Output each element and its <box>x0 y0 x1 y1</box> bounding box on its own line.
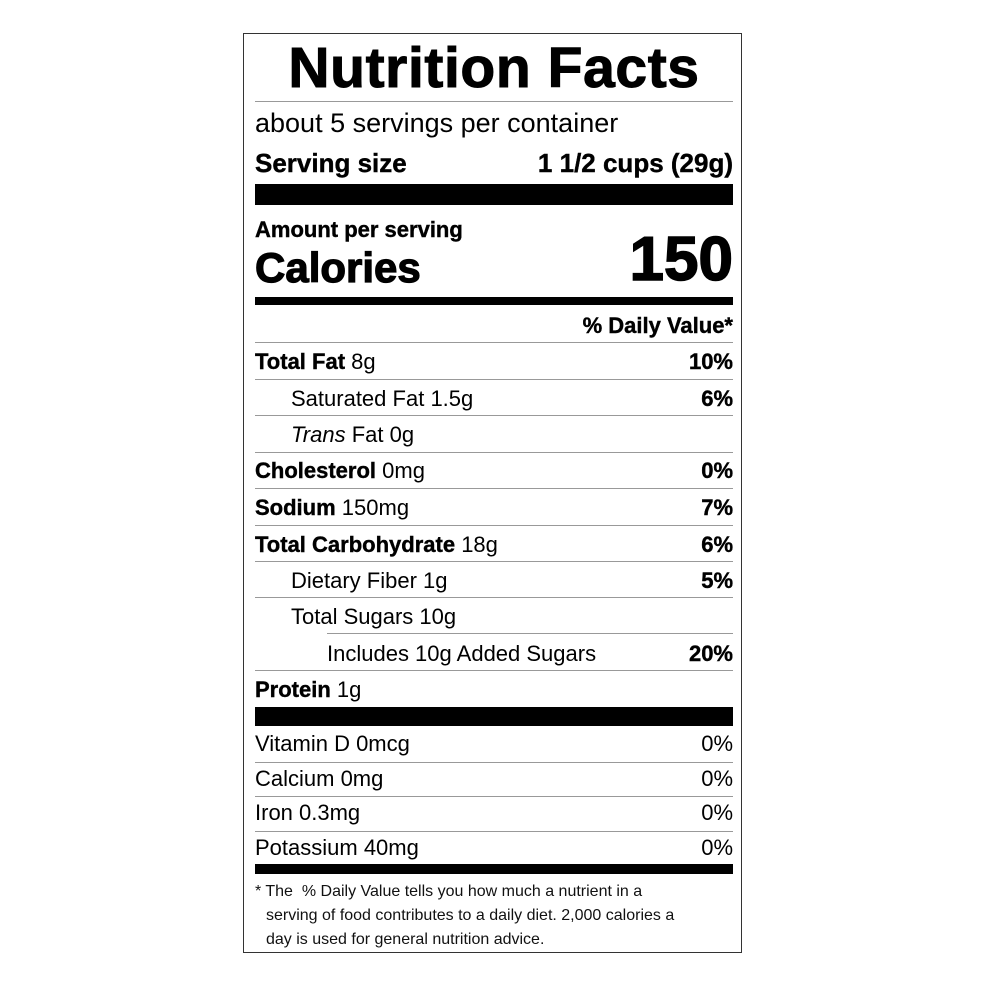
servings-text: about 5 servings per container <box>255 107 619 138</box>
daily-value-header: % Daily Value* <box>255 308 733 344</box>
vitamin-name: Potassium 40mg <box>255 835 419 860</box>
serving-size-row: Serving size 1 1/2 cups (29g) <box>255 145 733 181</box>
medium-divider <box>255 297 733 305</box>
nutrient-dv: 10% <box>688 349 733 374</box>
calories-value: 150 <box>629 224 734 295</box>
nutrient-row-cholesterol: Cholesterol 0mg 0% <box>255 453 733 489</box>
vitamin-row: Potassium 40mg 0% <box>255 830 733 866</box>
nutrient-name: Sodium <box>255 495 336 520</box>
divider <box>255 796 733 797</box>
vitamin-dv: 0% <box>701 731 733 756</box>
vitamin-dv: 0% <box>701 800 733 825</box>
divider <box>255 101 733 102</box>
vitamin-row: Iron 0.3mg 0% <box>255 795 733 831</box>
nutrient-amount: 8g <box>351 349 376 374</box>
footnote-line: day is used for general nutrition advice… <box>266 931 545 948</box>
nutrient-dv: 6% <box>701 532 733 557</box>
vitamin-row: Vitamin D 0mcg 0% <box>255 726 733 762</box>
medium-divider <box>255 864 733 874</box>
divider <box>255 525 733 526</box>
vitamin-dv: 0% <box>701 835 733 860</box>
nutrient-name: Trans <box>291 422 346 447</box>
nutrient-name: Saturated Fat <box>291 386 425 411</box>
vitamin-name: Calcium 0mg <box>255 766 384 791</box>
nutrient-dv: 0% <box>701 458 733 483</box>
divider <box>255 561 733 562</box>
serving-size-value: 1 1/2 cups (29g) <box>537 147 733 178</box>
nutrient-amount: 0mg <box>382 458 425 483</box>
footnote: * The % Daily Value tells you how much a… <box>255 880 731 952</box>
nutrient-dv: 6% <box>701 386 733 411</box>
thick-divider <box>255 184 733 205</box>
amount-per-serving-text: Amount per serving <box>255 217 463 242</box>
nutrient-name: Protein <box>255 677 331 702</box>
nutrient-row-total-fat: Total Fat 8g 10% <box>255 344 733 380</box>
nutrient-amount: 1g <box>423 568 448 593</box>
calories-label: Calories <box>254 243 421 291</box>
vitamin-name: Iron 0.3mg <box>255 800 361 825</box>
label-title: Nutrition Facts <box>288 36 700 101</box>
nutrient-row-saturated-fat: Saturated Fat 1.5g 6% <box>255 381 733 417</box>
nutrient-row-dietary-fiber: Dietary Fiber 1g 5% <box>255 563 733 599</box>
amount-per-serving: Amount per serving <box>255 212 733 248</box>
footnote-line: serving of food contributes to a daily d… <box>266 907 675 924</box>
vitamin-dv: 0% <box>701 766 733 791</box>
divider <box>255 415 733 416</box>
calories-row: Calories 150 <box>254 224 733 300</box>
nutrient-row-total-carbohydrate: Total Carbohydrate 18g 6% <box>255 527 733 563</box>
nutrient-name: Dietary Fiber <box>291 568 417 593</box>
nutrition-facts-label: Nutrition Facts about 5 servings per con… <box>243 33 742 953</box>
nutrient-name: Total Carbohydrate <box>255 532 456 557</box>
vitamin-name: Vitamin D 0mcg <box>255 731 410 756</box>
nutrient-name: Total Fat <box>255 349 346 374</box>
nutrient-amount: 18g <box>461 532 498 557</box>
nutrient-row-trans-fat: Trans Fat 0g <box>255 417 733 453</box>
nutrient-amount: 1g <box>336 677 362 702</box>
divider <box>255 488 733 489</box>
servings-per-container: about 5 servings per container <box>255 105 733 141</box>
divider <box>255 762 733 763</box>
divider <box>255 379 733 380</box>
nutrient-row-protein: Protein 1g <box>255 672 733 708</box>
nutrient-row-added-sugars: Includes 10g Added Sugars 20% <box>255 636 733 672</box>
daily-value-header-text: % Daily Value* <box>582 313 733 338</box>
nutrient-dv: 7% <box>701 495 733 520</box>
nutrient-name-rest: Fat <box>351 422 384 447</box>
nutrient-amount: 0g <box>389 422 415 447</box>
divider <box>327 633 733 634</box>
divider <box>255 597 733 598</box>
divider <box>255 452 733 453</box>
nutrient-amount: 1.5g <box>430 386 474 411</box>
nutrient-name: Total Sugars <box>291 604 414 629</box>
divider <box>255 831 733 832</box>
vitamin-row: Calcium 0mg 0% <box>255 761 733 797</box>
nutrient-dv: 5% <box>701 568 733 593</box>
nutrient-row-total-sugars: Total Sugars 10g <box>255 599 733 635</box>
nutrient-row-sodium: Sodium 150mg 7% <box>255 490 733 526</box>
divider <box>255 670 733 671</box>
nutrient-amount: 10g <box>419 604 457 629</box>
footnote-line: * The % Daily Value tells you how much a… <box>255 883 643 900</box>
nutrient-name: Includes 10g Added Sugars <box>327 641 597 666</box>
nutrient-amount: 150mg <box>341 495 410 520</box>
thick-divider <box>255 707 733 726</box>
serving-size-label: Serving size <box>255 147 407 178</box>
divider <box>255 342 733 343</box>
nutrient-name: Cholesterol <box>255 458 377 483</box>
nutrient-dv: 20% <box>688 641 733 666</box>
